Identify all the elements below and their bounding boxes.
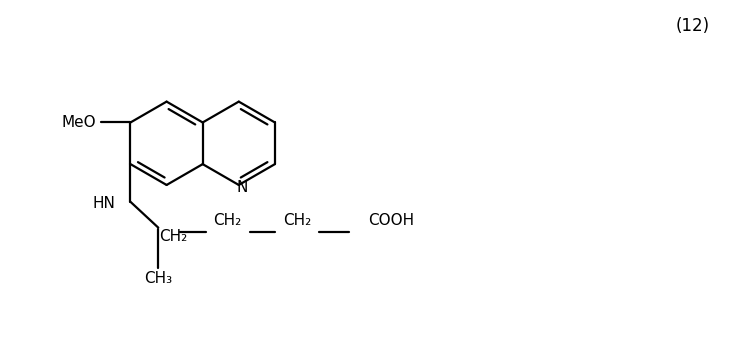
- Text: CH₂: CH₂: [283, 213, 311, 228]
- Text: N: N: [236, 180, 248, 195]
- Text: HN: HN: [93, 196, 116, 211]
- Text: MeO: MeO: [61, 115, 95, 130]
- Text: COOH: COOH: [368, 213, 414, 228]
- Text: CH₂: CH₂: [160, 229, 187, 244]
- Text: (12): (12): [675, 17, 709, 35]
- Text: CH₂: CH₂: [213, 213, 242, 228]
- Text: CH₃: CH₃: [144, 271, 172, 286]
